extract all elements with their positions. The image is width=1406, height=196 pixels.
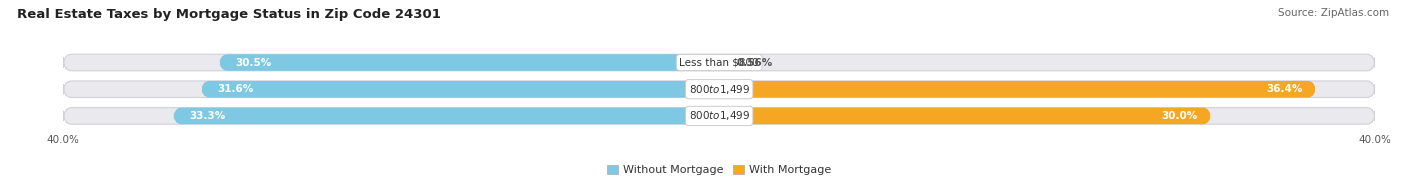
Text: 30.0%: 30.0% — [1161, 111, 1198, 121]
Text: 33.3%: 33.3% — [190, 111, 226, 121]
FancyBboxPatch shape — [720, 81, 1316, 97]
FancyBboxPatch shape — [63, 108, 1375, 124]
Text: Less than $800: Less than $800 — [679, 57, 759, 68]
Text: 0.56%: 0.56% — [737, 57, 773, 68]
Text: $800 to $1,499: $800 to $1,499 — [689, 109, 749, 122]
FancyBboxPatch shape — [63, 54, 1375, 71]
Text: Real Estate Taxes by Mortgage Status in Zip Code 24301: Real Estate Taxes by Mortgage Status in … — [17, 8, 440, 21]
Legend: Without Mortgage, With Mortgage: Without Mortgage, With Mortgage — [606, 165, 832, 175]
Text: 30.5%: 30.5% — [235, 57, 271, 68]
FancyBboxPatch shape — [720, 54, 728, 71]
FancyBboxPatch shape — [219, 54, 720, 71]
FancyBboxPatch shape — [63, 81, 1375, 97]
FancyBboxPatch shape — [720, 108, 1211, 124]
Text: 36.4%: 36.4% — [1267, 84, 1303, 94]
Text: 31.6%: 31.6% — [218, 84, 253, 94]
FancyBboxPatch shape — [201, 81, 720, 97]
Text: Source: ZipAtlas.com: Source: ZipAtlas.com — [1278, 8, 1389, 18]
Text: $800 to $1,499: $800 to $1,499 — [689, 83, 749, 96]
FancyBboxPatch shape — [173, 108, 720, 124]
